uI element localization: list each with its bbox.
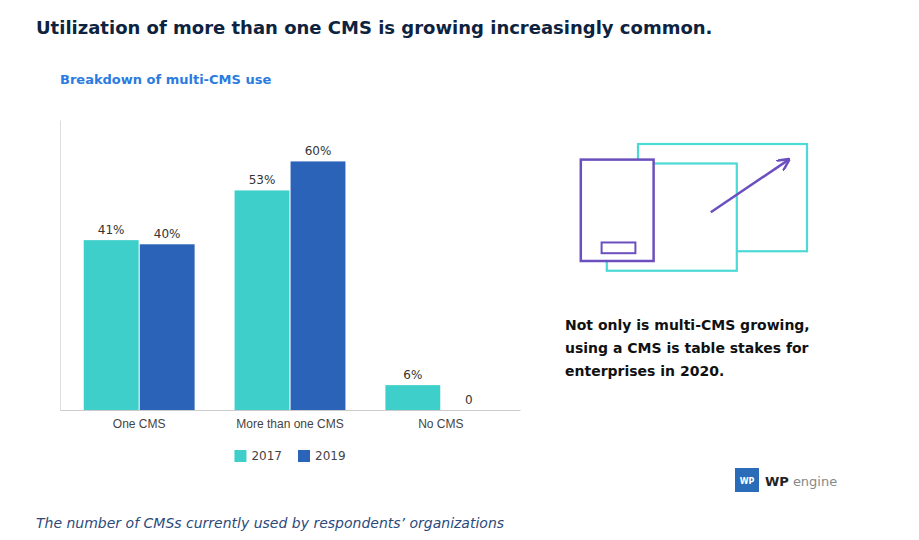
- caption: The number of CMSs currently used by res…: [36, 515, 504, 531]
- legend-swatch: [298, 450, 310, 462]
- chart: Utilization of more than one CMS is grow…: [0, 0, 919, 540]
- bar: [441, 410, 496, 411]
- x-tick: One CMS: [113, 410, 166, 431]
- y-axis-line: [60, 121, 61, 411]
- x-axis: One CMS More than one CMS No CMS: [61, 410, 521, 431]
- legend-label: 2017: [251, 449, 282, 463]
- bar: [235, 190, 290, 410]
- logo: WP WP engine: [735, 468, 837, 492]
- x-tick-label: One CMS: [113, 417, 166, 431]
- logo-square: [735, 468, 759, 492]
- side-text: Not only is multi-CMS growing,: [565, 317, 810, 333]
- x-axis-line: [61, 410, 521, 411]
- data-labels: 41% 53% 6% 40% 60% 0: [98, 144, 473, 407]
- side-text: using a CMS is table stakes for: [565, 340, 809, 356]
- x-tick-label: No CMS: [418, 417, 463, 431]
- x-tick-label: More than one CMS: [236, 417, 343, 431]
- bar: [140, 244, 195, 410]
- icon-arrow: [711, 160, 789, 213]
- bar: [291, 161, 346, 410]
- data-label: 53%: [249, 173, 276, 187]
- data-label: 60%: [305, 144, 332, 158]
- logo-text: engine: [793, 474, 837, 489]
- data-label: 41%: [98, 223, 125, 237]
- legend-item: 2019: [298, 449, 346, 463]
- icon-phone: [581, 160, 654, 261]
- logo-text-bold: WP: [765, 474, 789, 489]
- y-axis: [60, 121, 61, 411]
- x-tick: No CMS: [418, 410, 463, 431]
- icon-button: [602, 242, 636, 253]
- legend-swatch: [234, 450, 246, 462]
- bars: [84, 161, 441, 410]
- legend: 2017 2019: [234, 449, 345, 463]
- data-label: 0: [465, 393, 473, 407]
- x-tick: More than one CMS: [236, 410, 343, 431]
- logo-square-text: WP: [740, 477, 755, 486]
- data-label: 40%: [154, 227, 181, 241]
- data-label: 6%: [403, 368, 422, 382]
- bar: [84, 240, 139, 410]
- legend-item: 2017: [234, 449, 282, 463]
- title: Utilization of more than one CMS is grow…: [36, 17, 712, 38]
- legend-label: 2019: [315, 449, 346, 463]
- icon: [581, 144, 807, 271]
- side-text: enterprises in 2020.: [565, 363, 724, 379]
- bar: [385, 385, 440, 410]
- subtitle: Breakdown of multi-CMS use: [60, 72, 271, 87]
